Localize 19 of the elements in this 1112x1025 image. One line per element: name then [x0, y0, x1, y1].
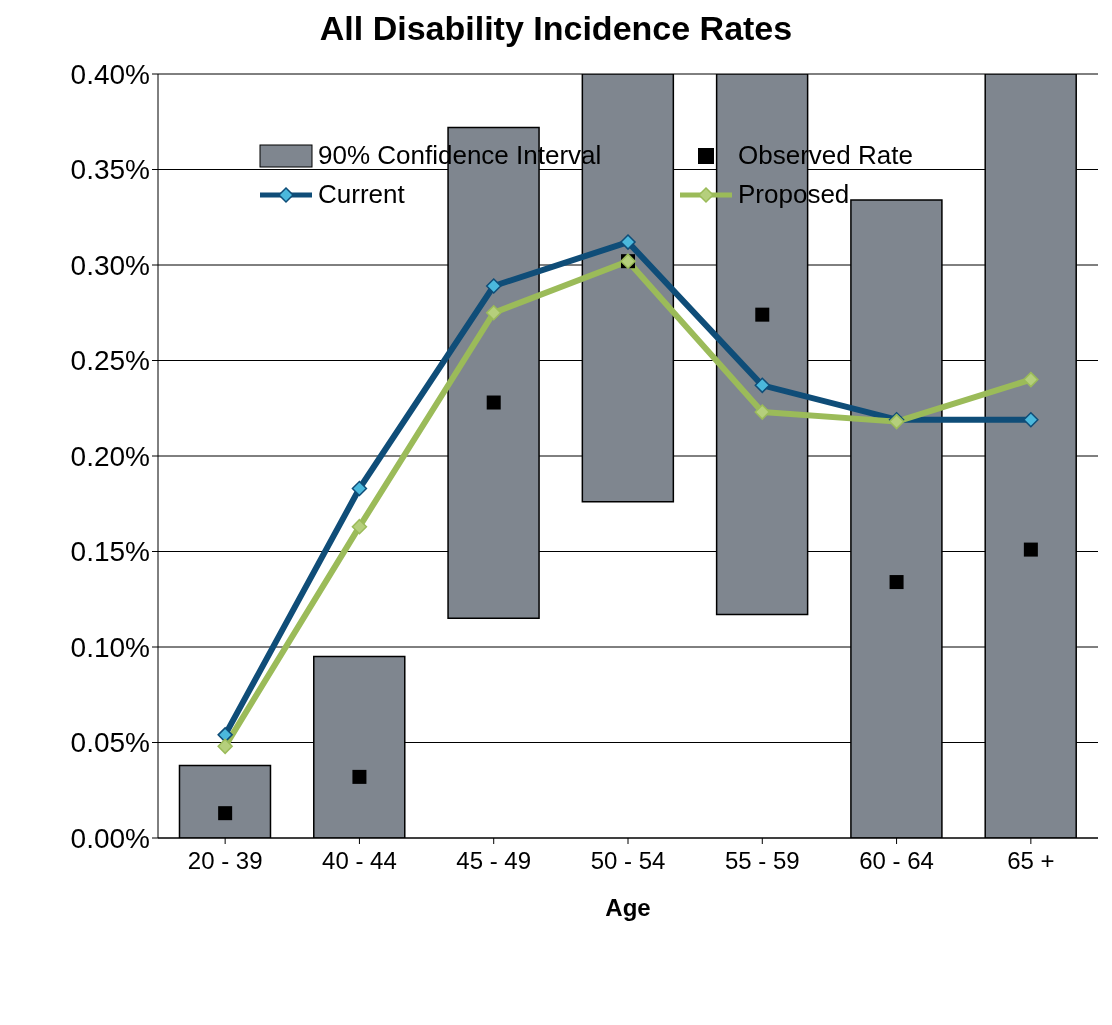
y-tick-label: 0.25%: [70, 345, 150, 377]
x-tick-label: 55 - 59: [724, 847, 800, 875]
y-tick-label: 0.15%: [70, 536, 150, 568]
x-tick-label: 65 +: [1007, 847, 1055, 875]
y-tick-label: 0.40%: [70, 58, 150, 90]
y-tick-label: 0.35%: [70, 154, 150, 186]
x-tick-label: 40 - 44: [322, 847, 397, 875]
chart-title: All Disability Incidence Rates: [318, 8, 794, 49]
y-tick-label: 0.20%: [70, 440, 150, 472]
y-tick-label: 0.00%: [70, 822, 150, 854]
x-tick-label: 45 - 49: [456, 847, 532, 875]
x-axis-title: Age: [605, 894, 651, 921]
y-tick-label: 0.05%: [70, 727, 150, 759]
y-tick-label: 0.30%: [70, 249, 150, 281]
x-tick-label: 20 - 39: [187, 847, 263, 875]
y-tick-label: 0.10%: [70, 631, 150, 663]
x-tick-label: 60 - 64: [859, 847, 934, 875]
legend-label: Current: [318, 179, 405, 210]
x-tick-label: 50 - 54: [590, 847, 666, 875]
